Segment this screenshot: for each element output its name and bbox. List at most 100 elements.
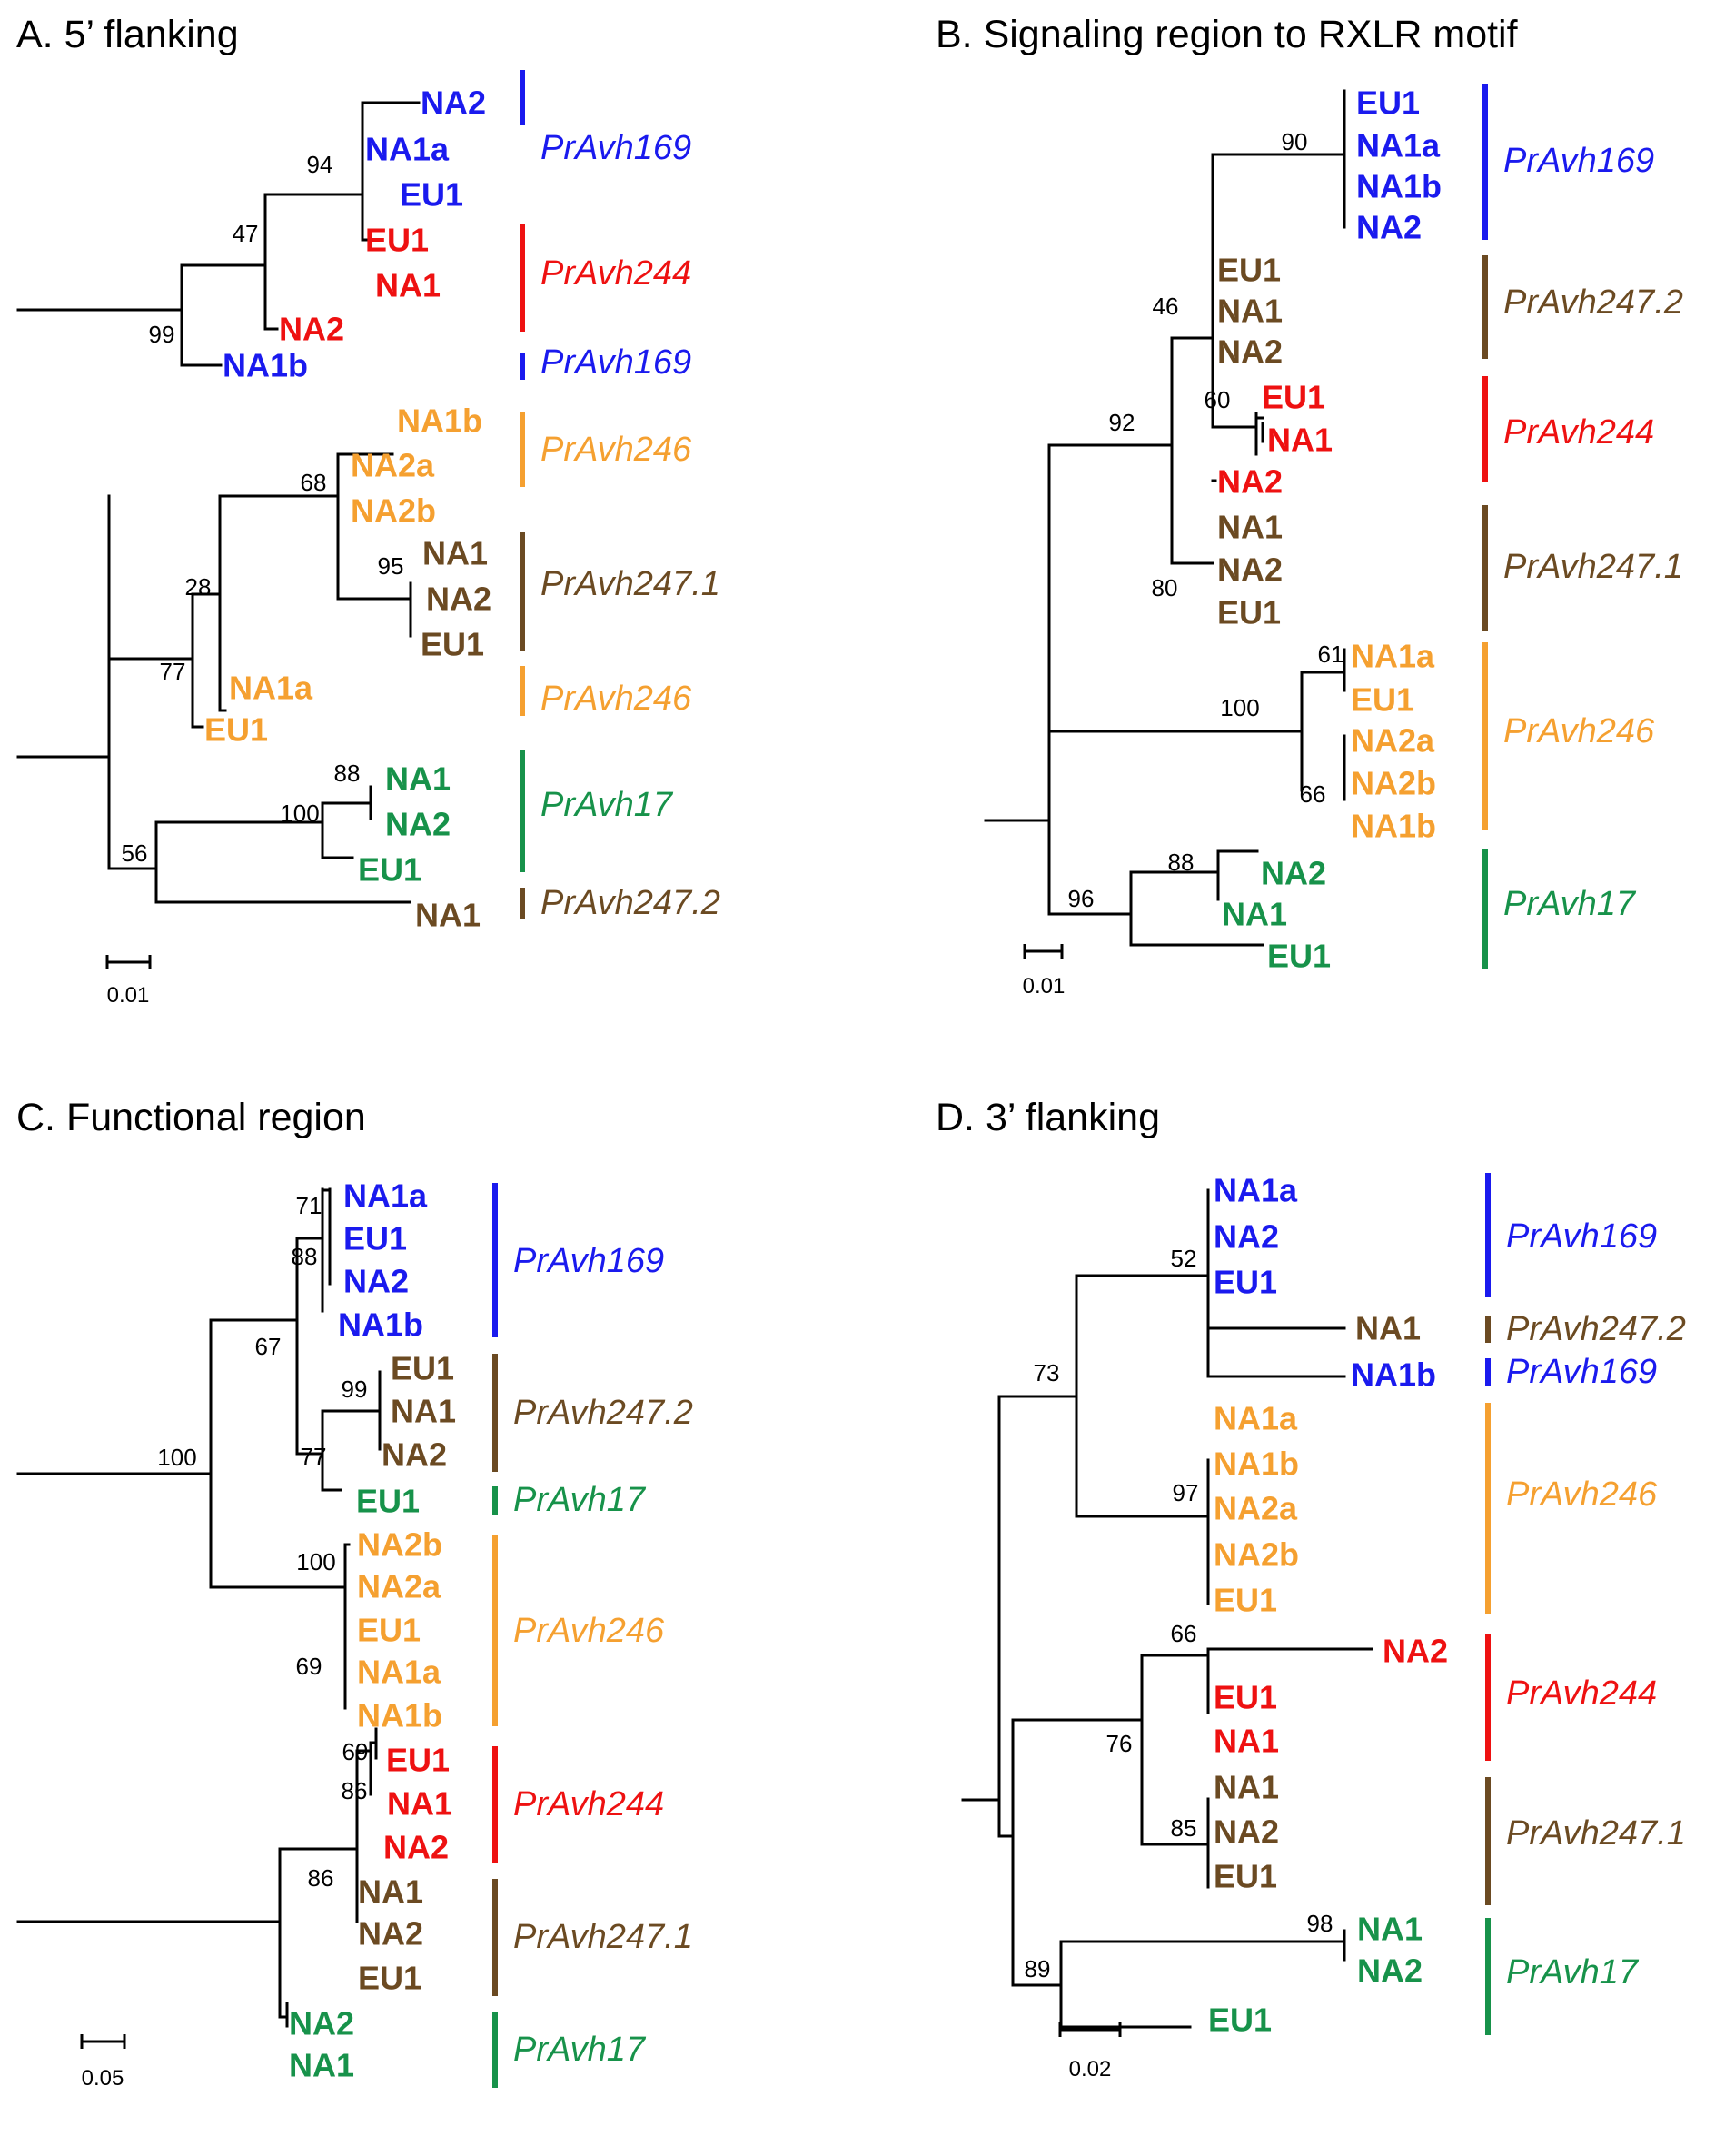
leaf-label: NA1	[391, 1393, 456, 1430]
panel-b-signaling-region: B. Signaling region to RXLR motif EU1 NA1a…	[936, 13, 1683, 999]
bootstrap-value: 69	[296, 1653, 322, 1680]
gene-name-label: PrAvh246	[540, 431, 692, 469]
bootstrap-value: 99	[149, 321, 175, 348]
leaf-label: EU1	[1214, 1582, 1277, 1619]
gene-clade-bar	[520, 750, 525, 872]
leaf-label: NA1a	[365, 131, 450, 168]
scale-bar-line	[1023, 944, 1064, 959]
gene-clade-bar	[520, 888, 525, 919]
gene-clade-bar	[492, 1746, 498, 1863]
scale-bar: 0.01	[105, 955, 152, 1008]
bootstrap-value: 97	[1173, 1479, 1199, 1506]
gene-clade-bar	[1482, 376, 1488, 482]
gene-name-label: PrAvh246	[513, 1612, 665, 1650]
bootstrap-value: 85	[1171, 1814, 1197, 1842]
leaf-label: NA2	[1217, 463, 1283, 501]
gene-clade-bar	[1485, 1777, 1491, 1905]
gene-clade-bar	[492, 1486, 498, 1515]
bootstrap-value: 86	[308, 1864, 334, 1892]
bootstrap-value: 56	[122, 840, 148, 867]
leaf-label: NA2a	[351, 447, 435, 484]
gene-clade-bar	[520, 412, 525, 487]
leaf-label: EU1	[1356, 84, 1420, 122]
bootstrap-value: 88	[1168, 849, 1195, 876]
leaf-label: NA1a	[229, 670, 313, 707]
gene-name-label: PrAvh247.1	[1506, 1814, 1686, 1853]
leaf-label: NA1b	[1351, 1356, 1436, 1394]
leaf-label: EU1	[421, 626, 484, 663]
leaf-label: EU1	[343, 1220, 407, 1257]
gene-name-label: PrAvh169	[540, 129, 691, 167]
gene-clade-bar	[520, 224, 525, 332]
gene-name-label: PrAvh17	[513, 2031, 647, 2069]
gene-clade-bar	[492, 1535, 498, 1726]
leaf-label: EU1	[1214, 1679, 1277, 1716]
bootstrap-value: 99	[342, 1376, 368, 1403]
leaf-label: NA2	[279, 311, 344, 348]
bootstrap-value: 47	[233, 220, 259, 247]
gene-name-label: PrAvh244	[1503, 413, 1654, 452]
gene-name-label: PrAvh17	[1506, 1953, 1640, 1992]
leaf-label: NA1b	[338, 1307, 423, 1344]
gene-clade-bar	[1482, 642, 1488, 830]
leaf-label: NA1	[1214, 1769, 1279, 1806]
bootstrap-value: 77	[301, 1443, 327, 1470]
bootstrap-value: 76	[1106, 1730, 1133, 1757]
leaf-label: NA2	[1383, 1633, 1448, 1670]
leaf-label: EU1	[1214, 1858, 1277, 1895]
gene-name-label: PrAvh247.1	[513, 1918, 693, 1956]
leaf-label: NA2b	[1214, 1536, 1299, 1574]
gene-name-label: PrAvh247.2	[1506, 1310, 1686, 1348]
leaf-label: NA1a	[343, 1177, 428, 1215]
leaf-label: EU1	[1217, 594, 1281, 631]
gene-clade-bar	[520, 70, 525, 125]
gene-clade-bar	[1485, 1403, 1491, 1614]
bootstrap-value: 80	[1152, 574, 1178, 601]
scale-bar-line	[1058, 2022, 1122, 2037]
panel-d-3-flanking: D. 3’ flanking NA1a NA2 EU1 NA1 NA1b NA1a NA1b N…	[936, 1096, 1686, 2081]
gene-name-label: PrAvh17	[1503, 885, 1637, 923]
gene-name-label: PrAvh17	[513, 1481, 647, 1519]
bootstrap-value: 61	[1318, 641, 1344, 668]
leaf-label: NA2	[1357, 1952, 1423, 1990]
gene-name-label: PrAvh246	[1506, 1475, 1658, 1514]
leaf-label: EU1	[1208, 2002, 1272, 2039]
leaf-label: EU1	[1351, 681, 1414, 719]
gene-name-label: PrAvh169	[1506, 1217, 1657, 1256]
gene-clade-bar	[1482, 505, 1488, 631]
leaf-label: NA1	[289, 2047, 354, 2084]
leaf-label: EU1	[358, 851, 421, 889]
leaf-label: EU1	[1214, 1264, 1277, 1301]
bootstrap-value: 52	[1171, 1245, 1197, 1272]
leaf-label: NA2b	[357, 1526, 442, 1564]
leaf-label: NA1b	[1356, 168, 1442, 205]
leaf-label: EU1	[356, 1483, 420, 1520]
gene-name-label: PrAvh244	[540, 254, 691, 293]
leaf-label: NA1	[387, 1785, 452, 1823]
leaf-label: NA1a	[1351, 638, 1435, 675]
leaf-label: NA2	[1214, 1218, 1279, 1256]
leaf-label: NA1	[1357, 1911, 1423, 1948]
leaf-label: NA2	[1217, 551, 1283, 589]
leaf-label: NA1b	[397, 402, 482, 440]
gene-clade-bar	[1485, 1358, 1491, 1386]
gene-clade-bar	[520, 532, 525, 651]
leaf-label: EU1	[391, 1350, 454, 1387]
gene-clade-bar	[1482, 84, 1488, 240]
bootstrap-value: 100	[1220, 694, 1259, 721]
leaf-label: NA1	[1267, 422, 1333, 459]
panel-title: B. Signaling region to RXLR motif	[936, 13, 1519, 56]
tree-branches	[961, 1188, 1373, 2029]
leaf-label: NA1b	[357, 1697, 442, 1734]
panel-title: C. Functional region	[16, 1096, 366, 1139]
leaf-label: NA1a	[357, 1654, 441, 1691]
tree-branches	[984, 89, 1346, 947]
panel-title: A. 5’ flanking	[16, 13, 239, 56]
leaf-label: EU1	[204, 711, 268, 749]
leaf-label: NA2	[1356, 209, 1422, 246]
leaf-label: NA1b	[223, 347, 308, 384]
leaf-label: NA2b	[351, 492, 436, 530]
leaf-label: NA1a	[1214, 1172, 1298, 1209]
tree-branches	[16, 1187, 382, 2028]
